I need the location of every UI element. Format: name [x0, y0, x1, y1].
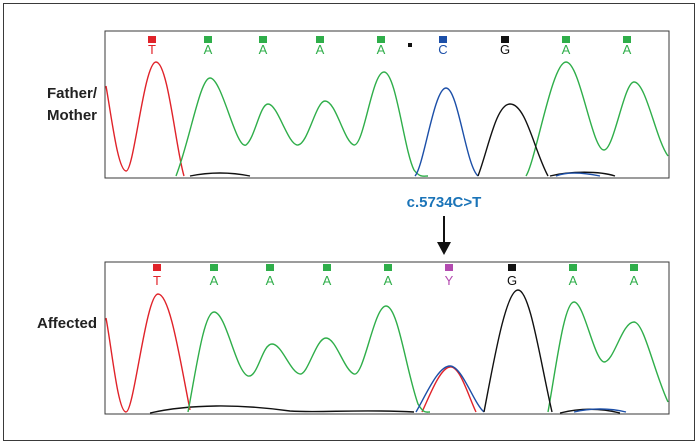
top-base-letter-5: C: [438, 42, 447, 57]
top-base-letter-1: A: [204, 42, 213, 57]
top-marker-8: [623, 36, 631, 43]
top-marker-4: [377, 36, 385, 43]
bottom-marker-2: [266, 264, 274, 271]
bottom-base-letter-1: A: [210, 273, 219, 288]
top-base-letter-4: A: [377, 42, 386, 57]
top-marker-5: [439, 36, 447, 43]
bottom-trace-panel: [104, 261, 670, 415]
top-baseline-trace: [189, 171, 616, 177]
top-marker-2: [259, 36, 267, 43]
bottom-base-letter-6: G: [507, 273, 517, 288]
bottom-trace-T: [105, 293, 477, 413]
top-trace-T: [105, 61, 185, 177]
top-marker-1: [204, 36, 212, 43]
bottom-marker-3: [323, 264, 331, 271]
mutation-arrow-head: [437, 242, 451, 255]
bottom-marker-8: [630, 264, 638, 271]
top-base-letter-0: T: [148, 42, 156, 57]
top-marker-3: [316, 36, 324, 43]
top-marker-6: [501, 36, 509, 43]
bottom-base-letter-2: A: [266, 273, 275, 288]
top-base-letter-8: A: [623, 42, 632, 57]
bottom-marker-0: [153, 264, 161, 271]
top-row-label-line2: Mother: [47, 107, 97, 124]
bottom-marker-1: [210, 264, 218, 271]
mutation-label: c.5734C>T: [407, 194, 482, 211]
top-base-letter-2: A: [259, 42, 268, 57]
top-trace-A: [175, 61, 669, 177]
bottom-row-label: Affected: [37, 315, 97, 332]
top-base-letter-3: A: [316, 42, 325, 57]
bottom-marker-7: [569, 264, 577, 271]
bottom-marker-4: [384, 264, 392, 271]
bottom-base-letter-7: A: [569, 273, 578, 288]
bottom-base-letter-8: A: [630, 273, 639, 288]
bottom-base-letter-3: A: [323, 273, 332, 288]
top-trace-panel: [104, 30, 670, 179]
top-trace-C: [414, 87, 601, 177]
top-marker-0: [148, 36, 156, 43]
bottom-traces: [105, 289, 669, 414]
bottom-base-letter-4: A: [384, 273, 393, 288]
bottom-trace-G: [483, 289, 553, 413]
top-extra-marker: [408, 43, 412, 47]
top-base-letter-7: A: [562, 42, 571, 57]
top-base-letter-6: G: [500, 42, 510, 57]
bottom-marker-6: [508, 264, 516, 271]
top-trace-G: [477, 103, 549, 177]
bottom-trace-C: [415, 365, 627, 413]
bottom-base-letter-0: T: [153, 273, 161, 288]
bottom-base-letter-5: Y: [445, 273, 454, 288]
figure-frame: [3, 3, 695, 441]
bottom-marker-5: [445, 264, 453, 271]
top-marker-7: [562, 36, 570, 43]
bottom-trace-A: [187, 301, 669, 413]
top-traces: [105, 61, 669, 177]
top-row-label-line1: Father/: [47, 85, 98, 102]
